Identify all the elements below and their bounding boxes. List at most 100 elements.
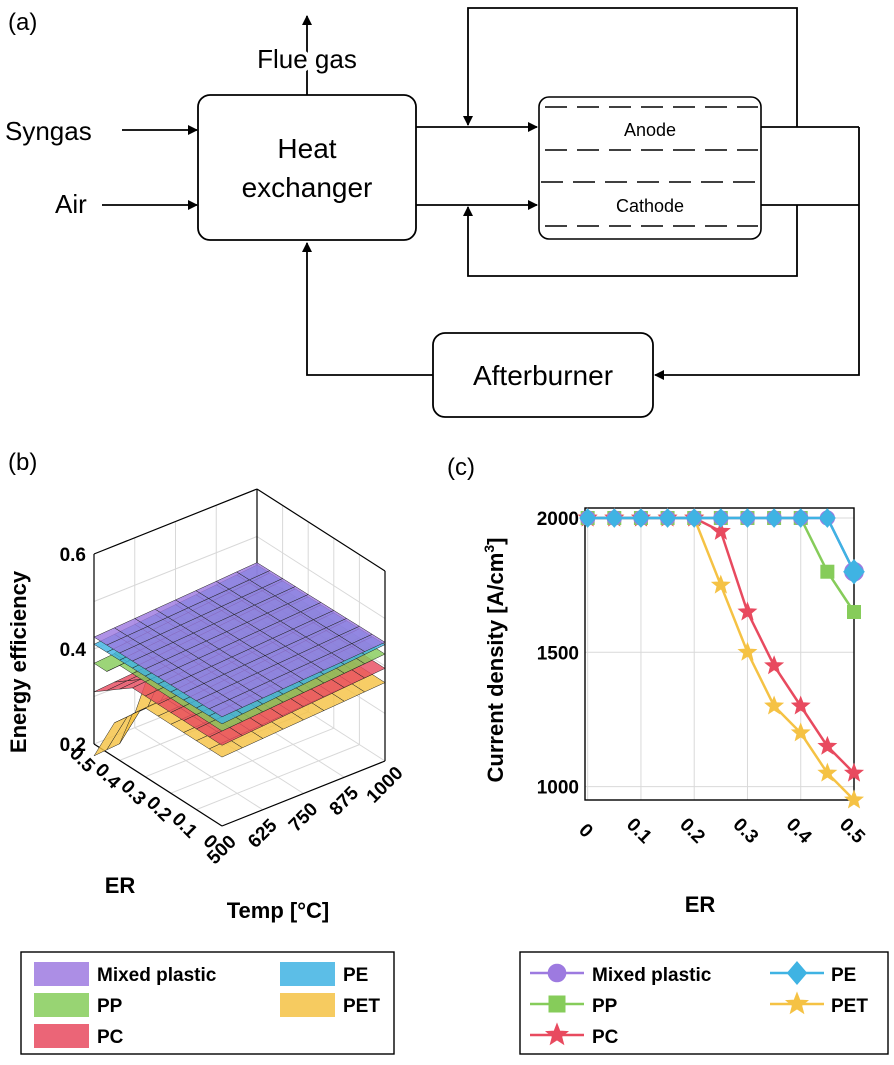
c-point-pe [712, 508, 730, 528]
afterburner-label: Afterburner [473, 360, 613, 391]
c-legend-label-mixed-plastic: Mixed plastic [592, 965, 712, 986]
c-point-pe [659, 508, 677, 528]
panel-a-label: (a) [8, 9, 37, 36]
c-point-pet [710, 574, 731, 594]
c-legend-marker-pp [548, 995, 566, 1013]
legend-label-pc: PC [97, 1027, 124, 1048]
anode-recycle-loop [463, 7, 798, 127]
c-legend-marker-pe [786, 961, 808, 985]
b-temptick-label: 875 [326, 782, 364, 820]
c-point-pe [685, 508, 703, 528]
legend-label-pp: PP [97, 996, 123, 1017]
c-point-pp [820, 564, 835, 579]
flue-gas-label: Flue gas [257, 44, 357, 74]
b-box-edge [93, 488, 258, 555]
b-box-edge [256, 488, 386, 572]
c-point-pp [847, 605, 861, 619]
c-point-pe [579, 508, 597, 528]
c-legend-marker-pet [784, 991, 810, 1015]
legend-swatch-pe [280, 962, 335, 986]
anode-label: Anode [624, 120, 676, 140]
panel-c-legend: Mixed plastic PE PP PET PC [519, 951, 889, 1055]
b-temptick-label: 1000 [363, 763, 408, 808]
heat-exchanger-box [197, 94, 417, 241]
panel-b-xlabel: ER [105, 873, 136, 898]
fuel-cell-box [538, 96, 762, 240]
panel-c-ylabel: Current density [A/cm3] [481, 538, 508, 783]
b-temptick-label: 625 [244, 815, 282, 853]
b-temptick-label: 750 [285, 799, 322, 836]
legend-swatch-mixed-plastic [34, 962, 89, 986]
c-xtick-label: 0 [574, 820, 596, 842]
legend-swatch-pp [34, 993, 89, 1017]
c-legend-label-pe: PE [831, 965, 856, 986]
c-xtick-label: 0.4 [782, 814, 816, 848]
panel-c-axes-box [584, 507, 855, 801]
panel-c-xlabel: ER [685, 892, 716, 917]
legend-label-mixed-plastic: Mixed plastic [97, 965, 217, 986]
b-ztick-label: 0.4 [60, 640, 87, 661]
c-point-pc [710, 520, 731, 540]
panel-b-zlabel: Energy efficiency [6, 570, 31, 753]
b-axis-temp [221, 760, 386, 827]
c-point-pet [843, 789, 865, 809]
b-ztick-label: 0.2 [60, 735, 86, 756]
legend-label-pet: PET [343, 996, 380, 1017]
b-surface-patch-mixed [208, 699, 243, 718]
syngas-label: Syngas [5, 116, 92, 146]
c-legend-label-pc: PC [592, 1027, 619, 1048]
legend-label-pe: PE [343, 965, 368, 986]
panel-b-ylabel: Temp [°C] [227, 898, 330, 923]
c-point-pe [818, 508, 836, 528]
heat-exchanger-label-1: Heat [277, 133, 336, 164]
panel-c-label: (c) [447, 454, 475, 481]
c-point-pet [817, 762, 838, 782]
c-point-pc [790, 695, 811, 715]
panel-b-label: (b) [8, 449, 37, 476]
panel-a-diagram: (a) Heat exchanger Flue gas Syngas Air A… [5, 7, 860, 418]
c-ytick-label: 1500 [537, 643, 579, 664]
panel-b-surfaces [93, 562, 386, 758]
legend-swatch-pc [34, 1024, 89, 1048]
b-ztick-label: 0.6 [60, 545, 86, 566]
b-gridline [134, 727, 264, 811]
b-surface-mixed [93, 562, 386, 718]
c-xtick-label: 0.1 [622, 814, 656, 848]
c-xtick-label: 0.3 [729, 814, 763, 848]
air-label: Air [55, 189, 87, 219]
c-point-pc [817, 735, 838, 755]
c-ytick-label: 1000 [537, 778, 579, 799]
c-xtick-label: 0.2 [675, 814, 709, 848]
b-axis-er [93, 743, 223, 827]
b-gridline [256, 536, 386, 619]
cathode-label: Cathode [616, 196, 684, 216]
b-gridline [93, 536, 258, 602]
c-point-pet [790, 722, 811, 742]
c-legend-marker-mixed-plastic [547, 963, 567, 983]
panel-b-axes-box [93, 488, 386, 827]
c-point-pe [843, 559, 865, 585]
c-point-pet [764, 695, 785, 715]
c-point-pe [792, 508, 810, 528]
c-point-pc [737, 601, 758, 621]
c-xtick-label: 0.5 [835, 814, 869, 848]
heat-exchanger-label-2: exchanger [242, 172, 373, 203]
c-ytick-label: 2000 [537, 509, 579, 530]
panel-c-series [577, 507, 865, 809]
panel-c-line-chart: (c) 0 0.1 0.2 0.3 0.4 0.5 2000 1500 1000 ER Curr… [447, 454, 869, 917]
cathode-recycle-loop [463, 205, 798, 277]
legend-swatch-pet [280, 993, 335, 1017]
c-legend-marker-pc [544, 1022, 570, 1046]
panel-b-legend: Mixed plastic PE PP PET PC [20, 951, 395, 1055]
c-legend-label-pet: PET [831, 996, 868, 1017]
c-point-pc [843, 762, 865, 782]
c-point-pe [605, 508, 623, 528]
c-point-pe [765, 508, 783, 528]
c-point-pe [632, 508, 650, 528]
c-point-pe [739, 508, 756, 528]
c-legend-label-pp: PP [592, 996, 618, 1017]
c-point-pc [764, 655, 785, 675]
c-point-pet [737, 641, 758, 661]
